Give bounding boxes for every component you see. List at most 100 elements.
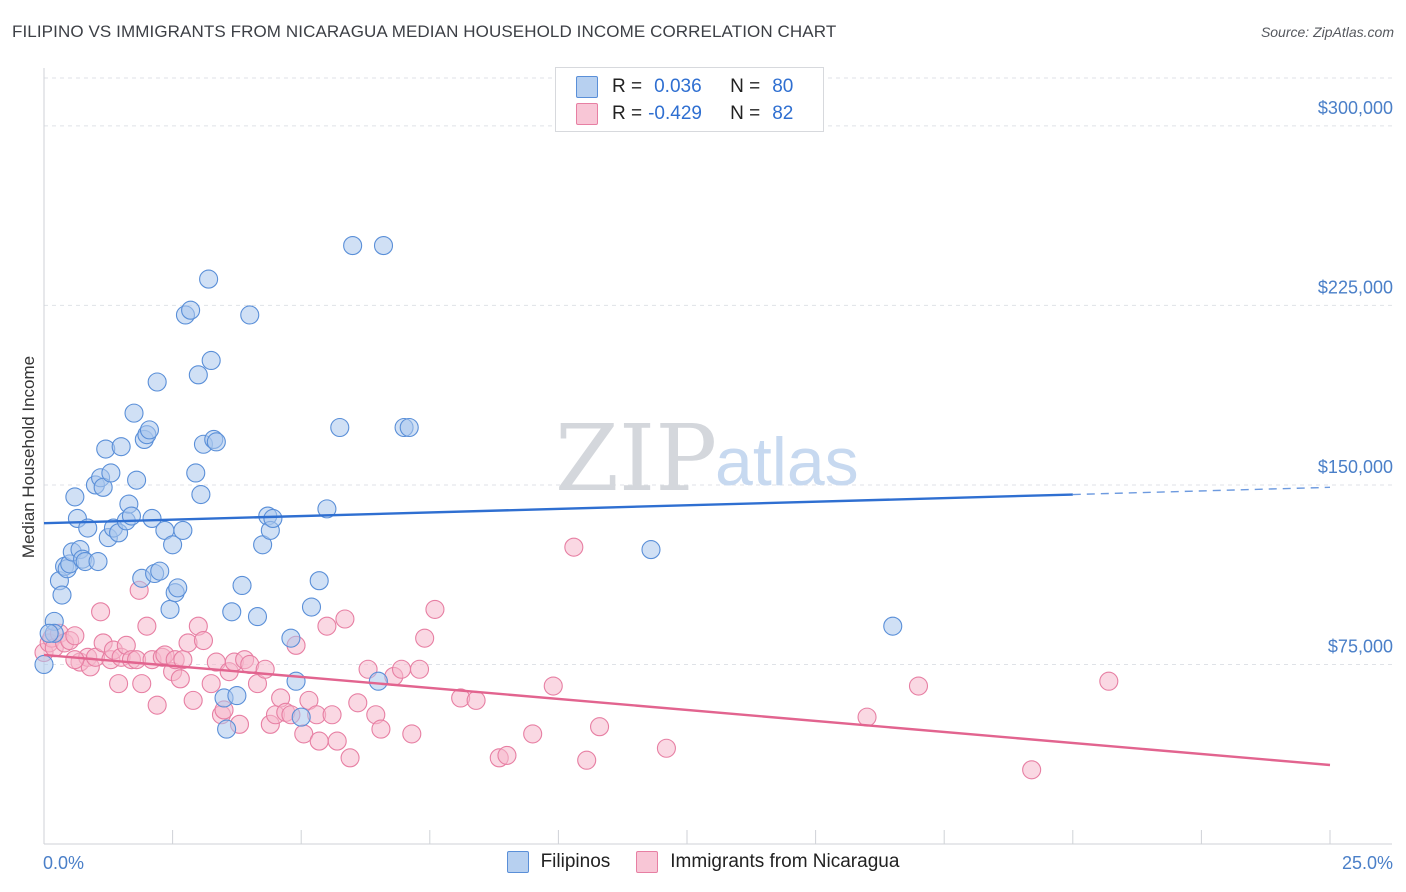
legend-n-label: N = xyxy=(730,103,761,124)
data-point-nicaragua xyxy=(402,724,422,744)
legend-label-nicaragua: Immigrants from Nicaragua xyxy=(670,851,900,872)
data-point-filipinos xyxy=(317,499,337,519)
legend-swatch-blue xyxy=(576,76,598,98)
data-point-nicaragua xyxy=(348,693,368,713)
data-point-nicaragua xyxy=(132,674,152,694)
data-point-nicaragua xyxy=(201,674,221,694)
data-point-filipinos xyxy=(222,602,242,622)
data-point-filipinos xyxy=(78,518,98,538)
y-axis-label: Median Household Income xyxy=(19,356,38,558)
legend-r-label: R = xyxy=(612,76,643,97)
data-point-nicaragua xyxy=(415,628,435,648)
data-point-filipinos xyxy=(173,520,193,540)
y-tick-label: $225,000 xyxy=(1318,277,1393,297)
data-point-filipinos xyxy=(88,551,108,572)
data-point-filipinos xyxy=(121,506,141,526)
data-point-filipinos xyxy=(147,372,167,392)
data-point-filipinos xyxy=(191,484,211,505)
grid-lines xyxy=(44,77,1392,665)
data-point-filipinos xyxy=(201,350,221,371)
series-nicaragua-points xyxy=(34,537,1119,780)
legend-r-value: 0.036 xyxy=(654,76,702,97)
data-point-filipinos xyxy=(142,508,162,529)
stats-legend: R = 0.036 N = 80 R = -0.429 N = 82 xyxy=(555,67,824,132)
data-point-nicaragua xyxy=(857,707,877,727)
legend-row-filipinos: R = 0.036 N = 80 xyxy=(576,75,793,99)
data-point-filipinos xyxy=(111,437,131,457)
data-point-nicaragua xyxy=(317,616,337,636)
data-point-nicaragua xyxy=(340,748,360,768)
watermark-zip: ZIP xyxy=(555,405,717,512)
x-tick-label-max: 25.0% xyxy=(1342,853,1393,873)
y-tick-label: $300,000 xyxy=(1318,98,1393,118)
source-label: Source: ZipAtlas.com xyxy=(1260,24,1394,40)
data-point-filipinos xyxy=(232,575,252,596)
trend-line-filipinos-extension xyxy=(1072,486,1331,496)
series-legend: Filipinos Immigrants from Nicaragua xyxy=(0,851,1406,873)
data-point-nicaragua xyxy=(466,690,486,710)
data-point-nicaragua xyxy=(409,659,430,679)
data-point-filipinos xyxy=(883,616,903,636)
data-point-filipinos xyxy=(240,305,260,325)
data-point-filipinos xyxy=(217,719,237,739)
trend-line-filipinos xyxy=(43,493,1073,525)
data-point-filipinos xyxy=(52,585,72,605)
data-point-nicaragua xyxy=(170,669,190,689)
series-filipinos-points xyxy=(34,236,903,739)
data-point-filipinos xyxy=(373,236,394,256)
data-point-filipinos xyxy=(330,417,350,438)
data-point-nicaragua xyxy=(327,731,347,751)
legend-row-nicaragua: R = -0.429 N = 82 xyxy=(576,102,793,126)
data-point-filipinos xyxy=(227,686,247,706)
data-point-nicaragua xyxy=(371,719,391,739)
data-point-filipinos xyxy=(206,432,226,452)
data-point-filipinos xyxy=(160,599,180,619)
y-tick-label: $150,000 xyxy=(1318,457,1393,477)
chart-title: FILIPINO VS IMMIGRANTS FROM NICARAGUA ME… xyxy=(12,22,837,41)
data-point-filipinos xyxy=(39,623,59,643)
watermark-atlas: atlas xyxy=(715,424,859,500)
data-point-nicaragua xyxy=(577,750,597,770)
data-point-filipinos xyxy=(399,417,419,438)
data-point-filipinos xyxy=(199,269,219,289)
data-point-filipinos xyxy=(368,671,388,691)
data-point-filipinos xyxy=(181,300,201,320)
data-point-filipinos xyxy=(65,487,85,507)
legend-swatch-pink xyxy=(636,851,659,873)
data-point-filipinos xyxy=(343,236,363,256)
y-tick-label: $75,000 xyxy=(1328,636,1393,656)
data-point-nicaragua xyxy=(908,676,929,696)
legend-item-filipinos[interactable]: Filipinos xyxy=(506,851,610,873)
data-point-nicaragua xyxy=(183,690,203,710)
x-tick-label-min: 0.0% xyxy=(43,853,84,873)
axes xyxy=(43,68,1392,845)
data-point-filipinos xyxy=(101,463,121,483)
data-point-nicaragua xyxy=(335,609,355,629)
trend-line-nicaragua xyxy=(43,653,1331,767)
trend-lines xyxy=(43,486,1331,767)
legend-swatch-pink xyxy=(576,103,598,125)
legend-r-value: -0.429 xyxy=(648,103,702,124)
data-point-nicaragua xyxy=(109,674,129,694)
data-point-nicaragua xyxy=(656,738,676,758)
data-point-filipinos xyxy=(263,508,283,529)
data-point-filipinos xyxy=(641,540,661,560)
data-point-nicaragua xyxy=(497,745,517,765)
data-point-nicaragua xyxy=(193,630,214,651)
data-point-filipinos xyxy=(124,403,144,423)
data-point-filipinos xyxy=(168,578,188,598)
data-point-filipinos xyxy=(291,707,311,727)
data-point-nicaragua xyxy=(1099,671,1119,691)
data-point-filipinos xyxy=(163,535,183,555)
data-point-nicaragua xyxy=(65,626,85,646)
data-point-filipinos xyxy=(186,463,206,483)
data-point-filipinos xyxy=(281,628,301,648)
legend-r-label: R = xyxy=(612,103,643,124)
data-point-nicaragua xyxy=(147,695,167,715)
data-point-nicaragua xyxy=(91,602,111,622)
legend-item-nicaragua[interactable]: Immigrants from Nicaragua xyxy=(636,851,899,873)
legend-n-value: 80 xyxy=(772,76,794,97)
data-point-filipinos xyxy=(247,607,268,627)
data-point-nicaragua xyxy=(564,537,584,557)
